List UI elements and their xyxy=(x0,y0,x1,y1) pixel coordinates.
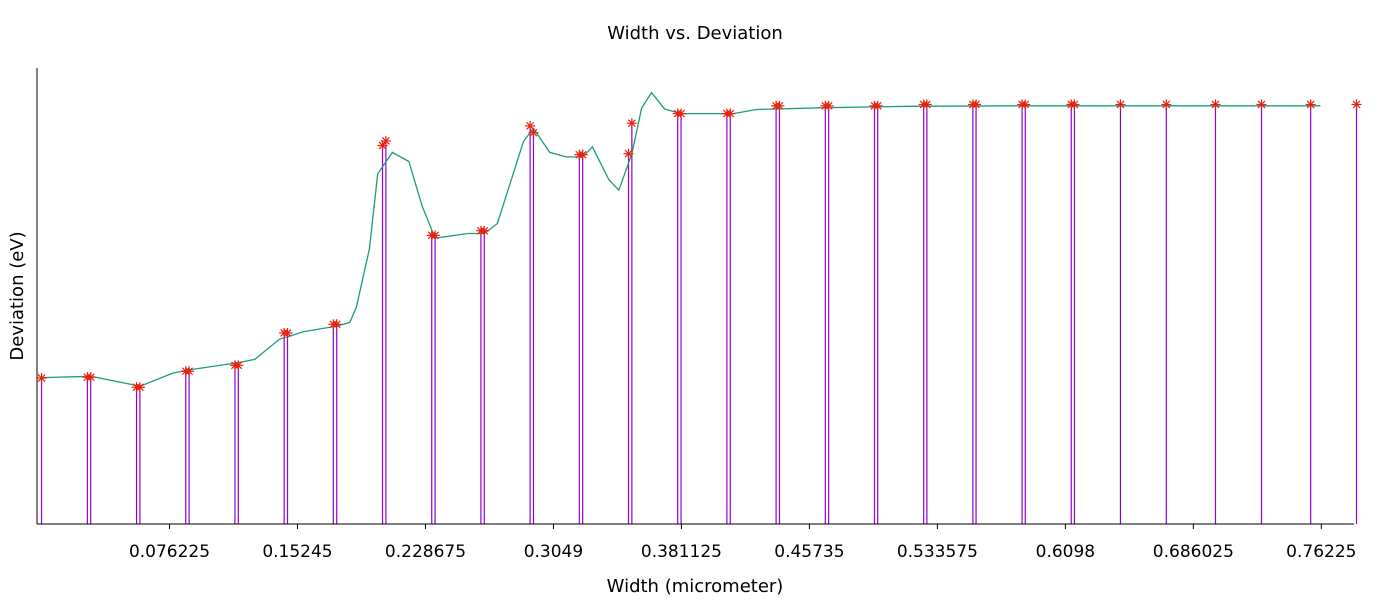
data-point-marker xyxy=(623,148,634,159)
y-axis-label: Deviation (eV) xyxy=(7,231,28,360)
data-point-marker xyxy=(380,135,391,146)
x-ticks: 0.076225 0.15245 0.228675 0.3049 0.381125 0.4… xyxy=(129,524,1356,562)
x-tick-label: 0.686025 xyxy=(1153,542,1234,562)
x-axis-label: Width (micrometer) xyxy=(607,576,784,597)
data-point-marker xyxy=(626,118,637,129)
x-tick-label: 0.3049 xyxy=(524,542,583,562)
data-point-marker xyxy=(921,99,932,110)
x-tick-label: 0.76225 xyxy=(1286,542,1356,562)
data-point-marker xyxy=(1115,99,1126,110)
data-point-marker xyxy=(1020,99,1031,110)
data-point-marker xyxy=(1210,99,1221,110)
data-point-marker xyxy=(1069,99,1080,110)
x-tick-label: 0.076225 xyxy=(129,542,210,562)
data-point-marker xyxy=(528,127,539,138)
chart-title: Width vs. Deviation xyxy=(607,23,783,44)
data-point-marker xyxy=(1161,99,1172,110)
x-tick-label: 0.45735 xyxy=(774,542,844,562)
data-point-marker xyxy=(872,100,883,111)
data-point-marker xyxy=(36,373,47,384)
data-point-marker xyxy=(430,230,441,241)
impulse-series xyxy=(40,104,1358,524)
data-point-marker xyxy=(725,108,736,119)
data-point-marker xyxy=(823,100,834,111)
x-tick-label: 0.381125 xyxy=(641,542,722,562)
marker-series xyxy=(36,99,1362,393)
data-point-marker xyxy=(774,100,785,111)
data-point-marker xyxy=(184,366,195,377)
deviation-line xyxy=(41,91,1321,387)
data-point-marker xyxy=(134,382,145,393)
x-tick-label: 0.6098 xyxy=(1036,542,1095,562)
data-point-marker xyxy=(331,319,342,330)
data-point-marker xyxy=(479,225,490,236)
x-tick-label: 0.228675 xyxy=(385,542,466,562)
data-point-marker xyxy=(971,99,982,110)
x-tick-label: 0.533575 xyxy=(897,542,978,562)
data-point-marker xyxy=(577,149,588,160)
x-tick-label: 0.15245 xyxy=(262,542,332,562)
data-point-marker xyxy=(1351,99,1362,110)
data-point-marker xyxy=(1305,99,1316,110)
data-point-marker xyxy=(282,327,293,338)
line-series xyxy=(41,91,1321,387)
data-point-marker xyxy=(85,372,96,383)
data-point-marker xyxy=(676,108,687,119)
data-point-marker xyxy=(525,120,536,131)
data-point-marker xyxy=(233,360,244,371)
data-point-marker xyxy=(1256,99,1267,110)
